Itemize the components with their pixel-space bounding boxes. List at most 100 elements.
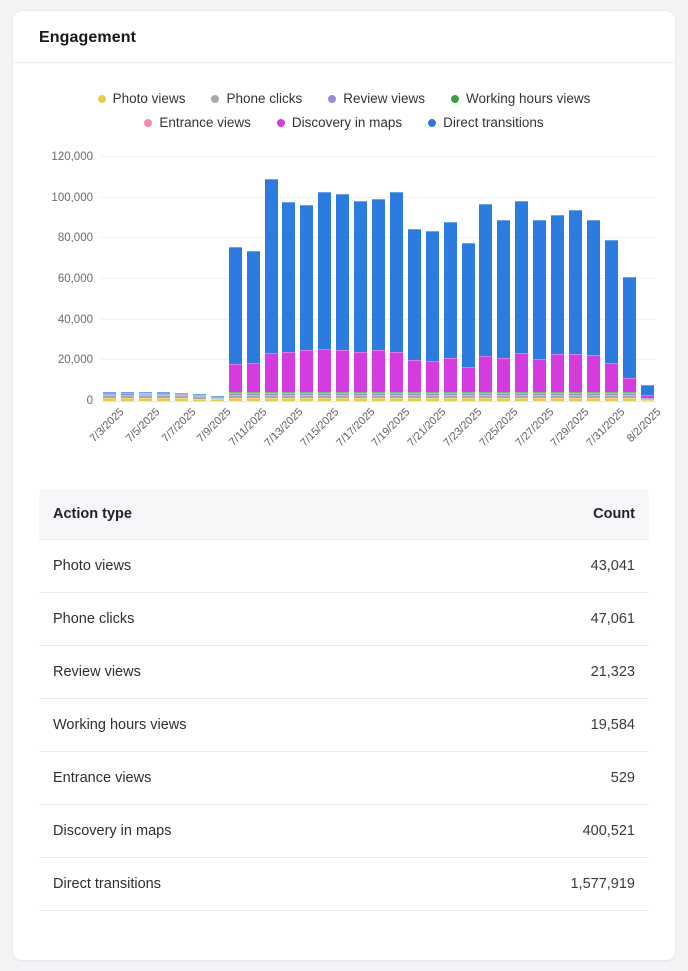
bar-7/24/2025[interactable]	[477, 204, 495, 401]
bar-segment-working-hours-views	[497, 391, 511, 394]
legend-item-phone-clicks[interactable]: Phone clicks	[211, 91, 302, 106]
bar-segment-working-hours-views	[354, 391, 368, 394]
bar-7/10/2025[interactable]	[226, 247, 244, 401]
bar-7/14/2025[interactable]	[298, 204, 316, 401]
bar-segment-review-views	[318, 393, 332, 395]
bar-7/27/2025[interactable]	[531, 219, 549, 401]
bar-7/11/2025[interactable]	[244, 250, 262, 401]
bar-segment-direct-transitions	[175, 392, 189, 394]
bar-segment-phone-clicks	[157, 395, 171, 398]
bar-segment-review-views	[551, 393, 565, 395]
action-table-wrap: Action type Count Photo views 43,041 Phone…	[39, 489, 649, 911]
bar-segment-photo-views	[425, 398, 439, 401]
bar-segment-direct-transitions	[210, 396, 224, 397]
stacked-bar	[264, 179, 278, 401]
gridline	[101, 196, 656, 198]
bar-7/6/2025[interactable]	[155, 392, 173, 401]
x-tick-label: 7/5/2025	[123, 406, 163, 445]
bar-segment-photo-views	[389, 398, 403, 401]
action-table: Action type Count Photo views 43,041 Phone…	[39, 489, 649, 911]
bar-7/19/2025[interactable]	[387, 192, 405, 401]
bar-7/20/2025[interactable]	[405, 229, 423, 401]
bar-7/15/2025[interactable]	[316, 191, 334, 401]
stacked-bar	[139, 392, 153, 401]
bar-segment-discovery-in-maps	[282, 352, 296, 392]
bar-segment-working-hours-views	[479, 391, 493, 394]
bar-segment-direct-transitions	[604, 240, 618, 363]
bar-7/12/2025[interactable]	[262, 179, 280, 401]
bar-segment-review-views	[443, 393, 457, 395]
stacked-bar	[192, 394, 206, 401]
stacked-bar	[354, 200, 368, 401]
bar-segment-review-views	[139, 393, 153, 396]
bar-7/22/2025[interactable]	[441, 222, 459, 401]
table-row: Entrance views 529	[39, 751, 649, 805]
bar-7/9/2025[interactable]	[208, 396, 226, 401]
bar-7/31/2025[interactable]	[602, 240, 620, 401]
bar-segment-direct-transitions	[371, 199, 385, 351]
legend-item-working-hours-views[interactable]: Working hours views	[451, 91, 590, 106]
bar-segment-direct-transitions	[389, 192, 403, 353]
bar-7/18/2025[interactable]	[370, 199, 388, 401]
bar-segment-direct-transitions	[157, 392, 171, 394]
bar-segment-phone-clicks	[175, 395, 189, 399]
bar-segment-direct-transitions	[551, 214, 565, 354]
bar-7/4/2025[interactable]	[119, 391, 137, 401]
bar-segment-direct-transitions	[121, 391, 135, 393]
bar-segment-phone-clicks	[497, 394, 511, 399]
count-cell: 400,521	[426, 804, 649, 858]
y-tick-label: 20,000	[57, 354, 93, 367]
bar-segment-photo-views	[354, 398, 368, 401]
bar-segment-direct-transitions	[300, 204, 314, 351]
bar-7/21/2025[interactable]	[423, 230, 441, 401]
bar-segment-review-views	[121, 393, 135, 395]
stacked-bar	[300, 204, 314, 401]
bar-segment-review-views	[497, 393, 511, 395]
bar-7/5/2025[interactable]	[137, 392, 155, 401]
legend-item-review-views[interactable]: Review views	[328, 91, 425, 106]
legend-item-entrance-views[interactable]: Entrance views	[144, 115, 251, 130]
bar-7/25/2025[interactable]	[495, 220, 513, 401]
bar-segment-phone-clicks	[461, 394, 475, 399]
bar-segment-phone-clicks	[139, 395, 153, 398]
legend-dot-icon	[97, 94, 106, 103]
bar-7/7/2025[interactable]	[173, 392, 191, 401]
bar-7/17/2025[interactable]	[352, 200, 370, 401]
bar-7/28/2025[interactable]	[549, 214, 567, 401]
bar-segment-phone-clicks	[443, 394, 457, 399]
bar-8/2/2025[interactable]	[638, 384, 656, 401]
bar-segment-direct-transitions	[246, 250, 260, 363]
bar-7/23/2025[interactable]	[459, 243, 477, 401]
bar-segment-phone-clicks	[318, 394, 332, 399]
bar-7/26/2025[interactable]	[513, 200, 531, 401]
bar-7/13/2025[interactable]	[280, 202, 298, 401]
bar-segment-phone-clicks	[210, 397, 224, 400]
legend-item-discovery-in-maps[interactable]: Discovery in maps	[276, 115, 402, 130]
bar-7/16/2025[interactable]	[334, 194, 352, 401]
bar-7/30/2025[interactable]	[584, 219, 602, 401]
legend-item-photo-views[interactable]: Photo views	[97, 91, 185, 106]
stacked-bar	[479, 204, 493, 401]
bar-segment-discovery-in-maps	[497, 357, 511, 392]
table-header-row: Action type Count	[39, 489, 649, 540]
bar-segment-photo-views	[336, 398, 350, 401]
bar-7/8/2025[interactable]	[191, 394, 209, 401]
legend-item-direct-transitions[interactable]: Direct transitions	[428, 115, 544, 130]
bar-segment-working-hours-views	[551, 391, 565, 394]
bar-segment-working-hours-views	[568, 391, 582, 394]
bar-segment-photo-views	[228, 398, 242, 401]
bar-segment-phone-clicks	[228, 394, 242, 399]
stacked-bar	[246, 250, 260, 401]
bar-7/3/2025[interactable]	[101, 392, 119, 401]
bar-8/1/2025[interactable]	[620, 277, 638, 401]
bar-segment-phone-clicks	[246, 394, 260, 399]
bar-segment-review-views	[228, 393, 242, 395]
bar-7/29/2025[interactable]	[566, 210, 584, 401]
bar-segment-direct-transitions	[586, 219, 600, 355]
bar-segment-review-views	[479, 393, 493, 395]
bar-segment-direct-transitions	[407, 229, 421, 360]
bar-segment-working-hours-views	[407, 391, 421, 394]
bar-segment-working-hours-views	[282, 391, 296, 394]
bar-segment-review-views	[371, 393, 385, 395]
bar-segment-discovery-in-maps	[389, 352, 403, 392]
